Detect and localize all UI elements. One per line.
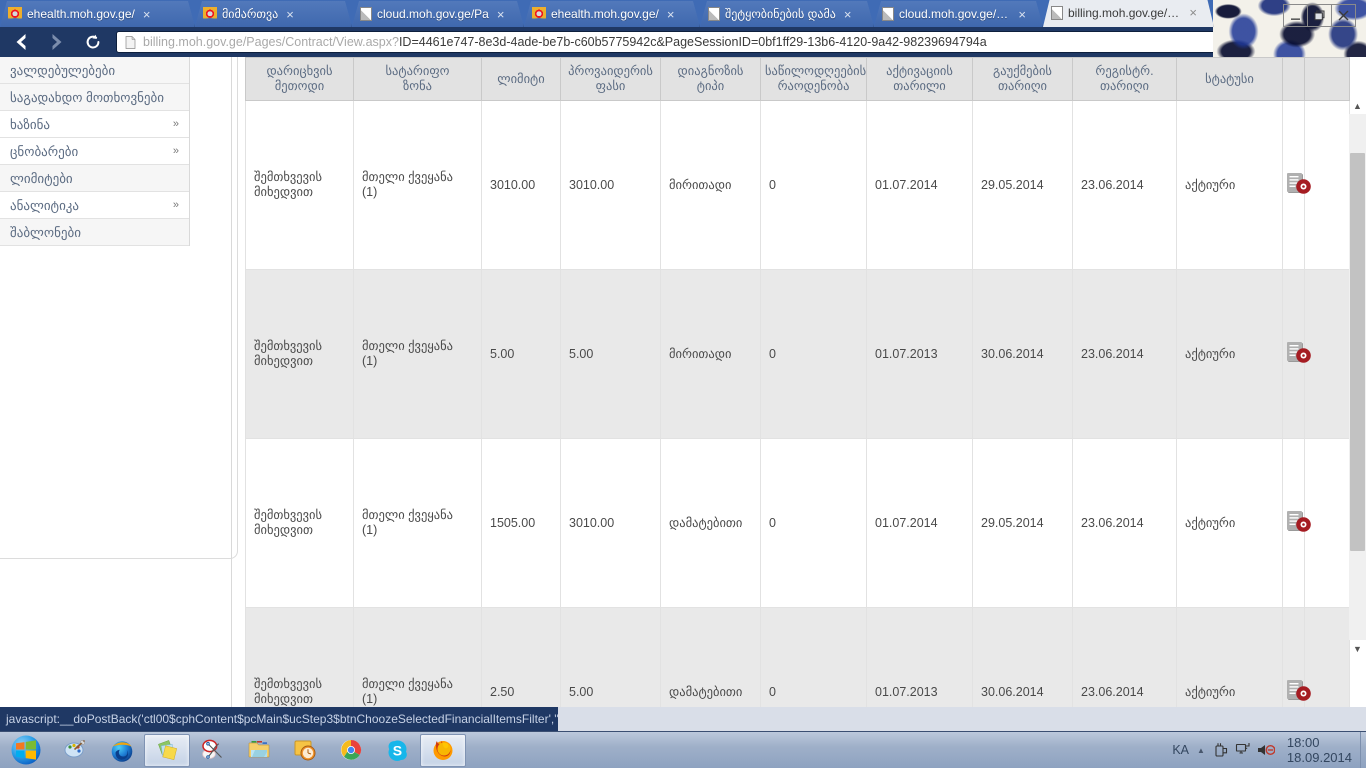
svg-text:S: S: [392, 742, 401, 758]
